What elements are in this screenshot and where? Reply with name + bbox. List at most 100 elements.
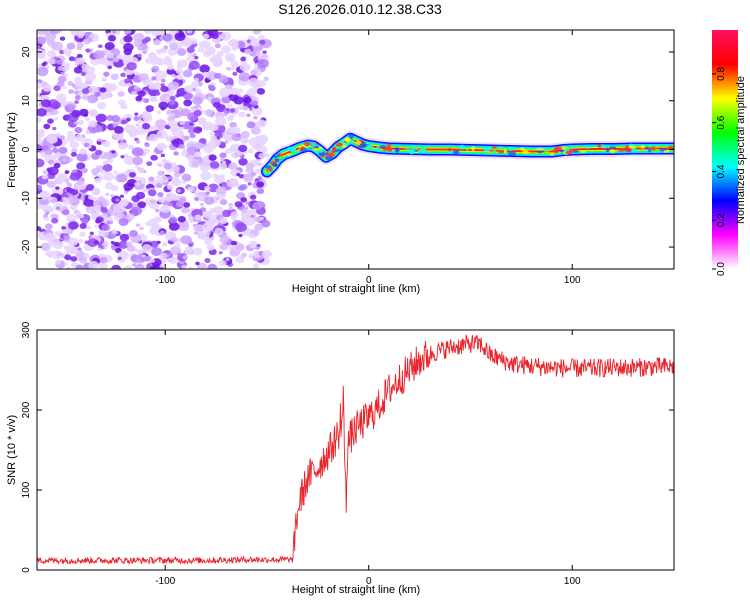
snr-y-axis: 0 100 200 300 xyxy=(21,321,674,573)
noise-blob xyxy=(48,196,58,204)
noise-blob xyxy=(37,117,42,123)
noise-blob xyxy=(58,146,68,154)
noise-blob xyxy=(187,186,194,192)
snr-line xyxy=(37,334,674,566)
noise-blob xyxy=(76,180,84,186)
noise-blob xyxy=(218,251,223,255)
noise-blob xyxy=(248,77,260,87)
noise-blob xyxy=(259,216,264,221)
noise-blob xyxy=(179,120,186,126)
noise-blob xyxy=(214,43,221,49)
noise-blob xyxy=(97,44,103,49)
noise-blob xyxy=(228,114,235,119)
noise-blob xyxy=(194,88,202,94)
noise-blob xyxy=(78,239,84,243)
noise-blob xyxy=(241,208,248,214)
noise-blob xyxy=(124,124,136,134)
noise-blob xyxy=(238,233,243,238)
noise-blob xyxy=(157,192,164,198)
x-tick-label: 0 xyxy=(366,576,372,587)
noise-blob xyxy=(101,77,107,82)
noise-blob xyxy=(128,131,137,138)
noise-blob xyxy=(156,110,161,115)
noise-blob xyxy=(59,135,66,140)
noise-blob xyxy=(175,93,181,98)
trace-speckle xyxy=(568,148,575,153)
noise-blob xyxy=(112,230,118,235)
noise-blob xyxy=(178,144,186,150)
noise-blob xyxy=(194,151,202,158)
noise-blob xyxy=(148,176,155,182)
noise-blob xyxy=(171,127,184,137)
trace-speckle xyxy=(420,148,427,154)
noise-blob xyxy=(144,36,151,42)
noise-blob xyxy=(240,184,248,191)
noise-blob xyxy=(155,49,163,55)
trace-speckle xyxy=(348,134,354,139)
noise-blob xyxy=(219,152,227,159)
noise-blob xyxy=(42,169,48,175)
noise-blob xyxy=(197,118,206,125)
noise-blob xyxy=(227,103,233,108)
noise-blob xyxy=(263,76,270,82)
noise-blob xyxy=(162,33,173,42)
noise-blob xyxy=(153,85,160,90)
colorbar-tick-label: 0.0 xyxy=(716,262,727,276)
noise-blob xyxy=(95,149,103,156)
noise-blob xyxy=(130,206,143,216)
noise-blob xyxy=(86,225,92,230)
noise-blob xyxy=(239,62,251,72)
noise-blob xyxy=(76,152,88,162)
noise-blob xyxy=(117,256,122,261)
noise-blob xyxy=(73,86,79,91)
noise-blob xyxy=(123,48,133,56)
noise-blob xyxy=(126,62,137,71)
noise-blob xyxy=(219,174,225,179)
noise-blob xyxy=(111,150,116,154)
noise-blob xyxy=(187,52,194,58)
noise-blob xyxy=(134,164,139,168)
noise-blob xyxy=(81,218,89,225)
noise-blob xyxy=(109,220,114,224)
noise-blob xyxy=(73,76,82,84)
noise-blob xyxy=(142,122,151,130)
noise-blob xyxy=(174,32,186,42)
noise-blob xyxy=(129,230,138,237)
noise-blob xyxy=(246,121,256,129)
noise-blob xyxy=(136,45,143,51)
noise-blob xyxy=(216,229,221,233)
noise-blob xyxy=(237,150,243,155)
noise-blob xyxy=(168,43,178,51)
noise-blob xyxy=(221,96,231,104)
noise-blob xyxy=(71,148,78,154)
noise-blob xyxy=(142,187,149,193)
noise-blob xyxy=(261,219,271,228)
trace-speckle xyxy=(597,144,602,148)
noise-blob xyxy=(49,30,61,35)
noise-blob xyxy=(40,99,52,108)
noise-blob xyxy=(200,164,210,172)
noise-blob xyxy=(228,206,233,211)
noise-blob xyxy=(53,162,61,169)
noise-blob xyxy=(259,39,266,45)
noise-blob xyxy=(75,264,84,269)
noise-blob xyxy=(99,169,106,175)
noise-blob xyxy=(248,240,258,249)
noise-blob xyxy=(76,42,84,48)
trace-speckle xyxy=(379,145,387,148)
noise-blob xyxy=(207,263,218,269)
trace-speckle xyxy=(508,151,517,156)
noise-blob xyxy=(110,194,115,198)
noise-blob xyxy=(163,162,172,170)
noise-blob xyxy=(76,57,86,65)
noise-blob xyxy=(138,73,149,82)
noise-blob xyxy=(103,71,110,77)
noise-blob xyxy=(206,244,215,251)
noise-blob xyxy=(165,194,174,202)
noise-blob xyxy=(169,112,175,118)
noise-blob xyxy=(134,112,139,116)
trace-speckle xyxy=(311,147,320,151)
noise-blob xyxy=(256,181,265,188)
y-tick-label: 200 xyxy=(21,401,32,418)
